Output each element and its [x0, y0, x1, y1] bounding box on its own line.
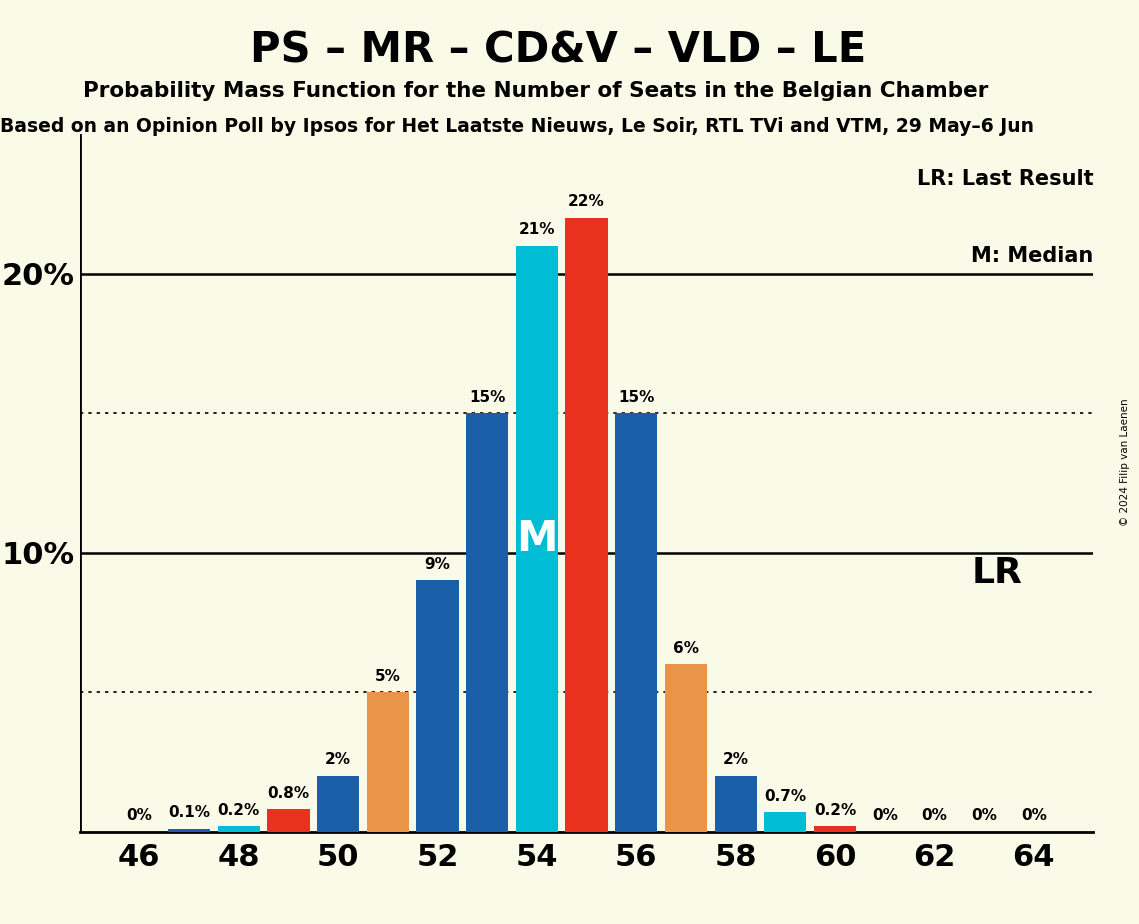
- Text: 0.2%: 0.2%: [218, 803, 260, 818]
- Text: 2%: 2%: [325, 752, 351, 768]
- Text: 0.2%: 0.2%: [814, 803, 857, 818]
- Bar: [764, 812, 806, 832]
- Bar: [814, 826, 857, 832]
- Bar: [516, 246, 558, 832]
- Text: 0%: 0%: [1021, 808, 1047, 823]
- Bar: [615, 413, 657, 832]
- Bar: [565, 218, 608, 832]
- Text: M: Median: M: Median: [972, 246, 1093, 265]
- Text: 6%: 6%: [673, 641, 699, 656]
- Text: 2%: 2%: [722, 752, 748, 768]
- Bar: [417, 580, 459, 832]
- Text: 22%: 22%: [568, 194, 605, 210]
- Bar: [714, 776, 756, 832]
- Text: 5%: 5%: [375, 669, 401, 684]
- Bar: [665, 664, 707, 832]
- Bar: [268, 809, 310, 832]
- Bar: [466, 413, 508, 832]
- Text: 15%: 15%: [618, 390, 655, 405]
- Text: LR: LR: [972, 556, 1023, 590]
- Text: M: M: [516, 517, 558, 560]
- Text: 0%: 0%: [972, 808, 997, 823]
- Text: 0%: 0%: [871, 808, 898, 823]
- Text: 15%: 15%: [469, 390, 506, 405]
- Text: 0.8%: 0.8%: [268, 786, 310, 801]
- Bar: [367, 692, 409, 832]
- Text: 0.1%: 0.1%: [169, 806, 210, 821]
- Text: LR: Last Result: LR: Last Result: [917, 169, 1093, 188]
- Text: © 2024 Filip van Laenen: © 2024 Filip van Laenen: [1121, 398, 1130, 526]
- Text: 0%: 0%: [921, 808, 948, 823]
- Text: 0.7%: 0.7%: [764, 789, 806, 804]
- Text: Probability Mass Function for the Number of Seats in the Belgian Chamber: Probability Mass Function for the Number…: [83, 81, 988, 102]
- Bar: [317, 776, 359, 832]
- Text: PS – MR – CD&V – VLD – LE: PS – MR – CD&V – VLD – LE: [249, 30, 867, 71]
- Text: 0%: 0%: [126, 808, 153, 823]
- Bar: [167, 829, 211, 832]
- Text: Based on an Opinion Poll by Ipsos for Het Laatste Nieuws, Le Soir, RTL TVi and V: Based on an Opinion Poll by Ipsos for He…: [0, 117, 1034, 137]
- Text: 9%: 9%: [425, 557, 450, 572]
- Bar: [218, 826, 260, 832]
- Text: 21%: 21%: [518, 223, 555, 237]
